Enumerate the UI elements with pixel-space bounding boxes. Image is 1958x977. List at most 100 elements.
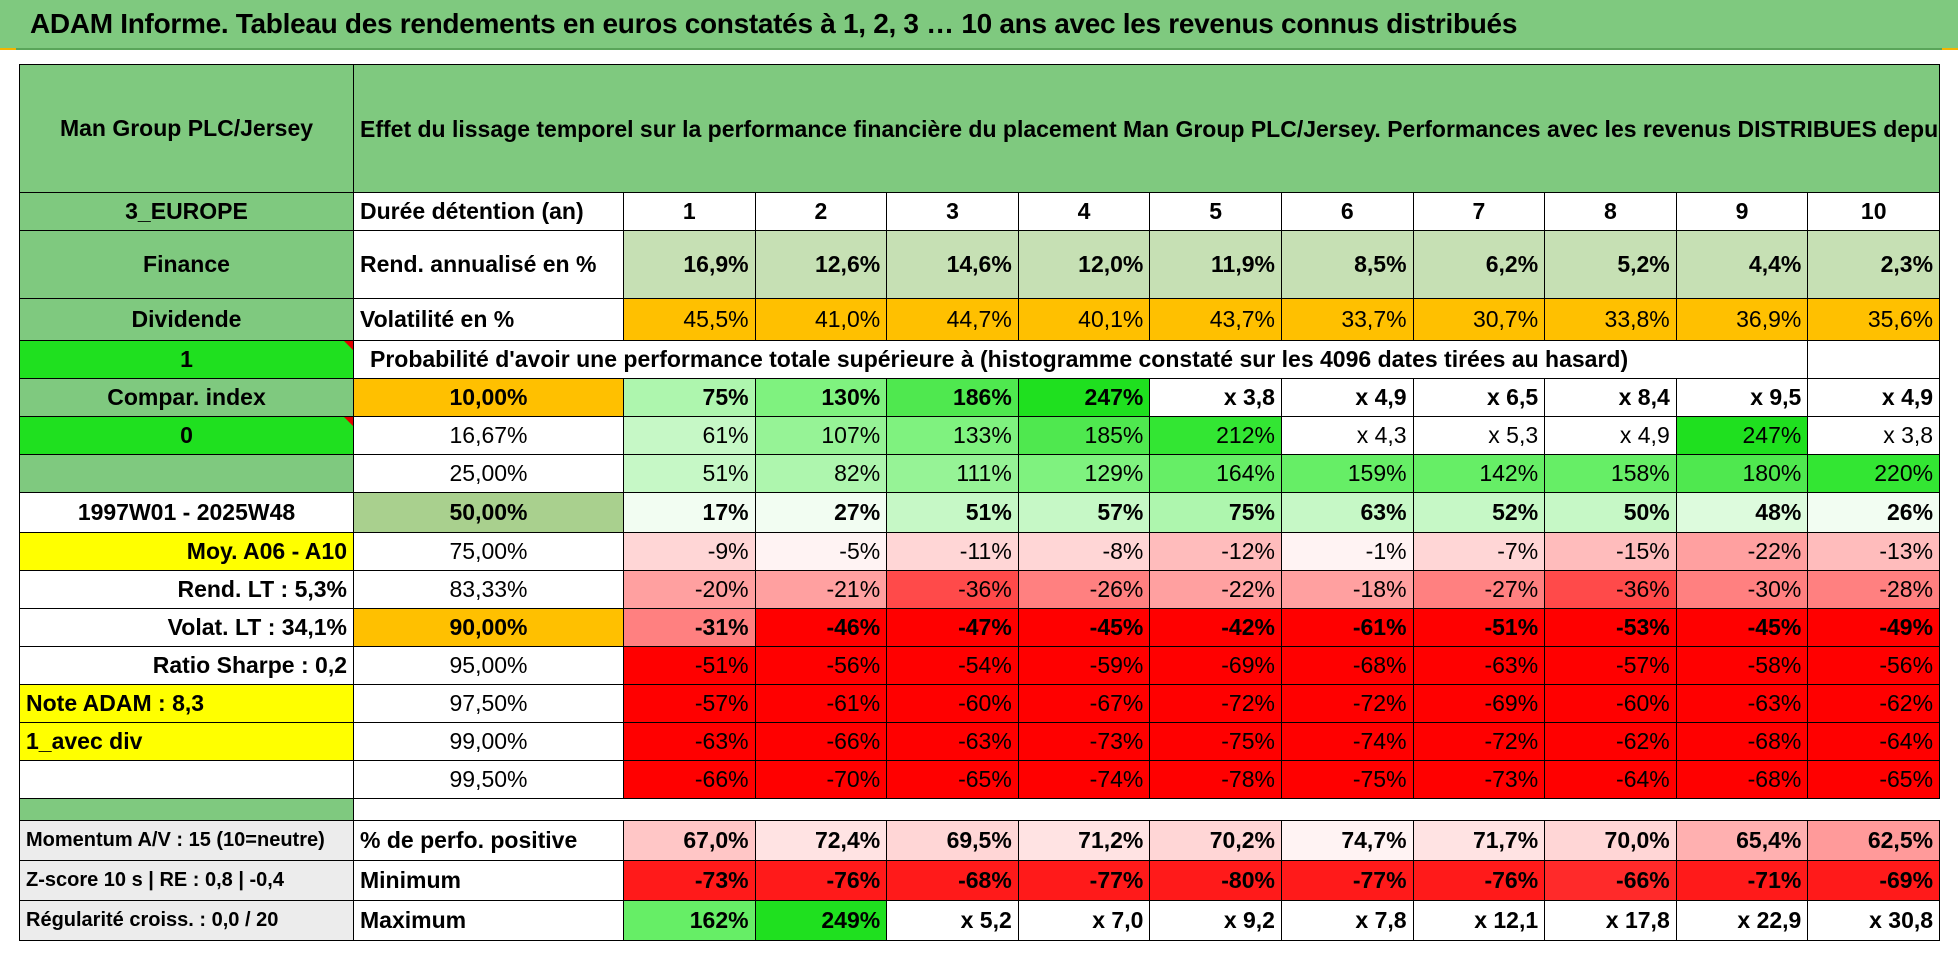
minimum-value: -80% <box>1149 860 1282 901</box>
quantile-value: 75% <box>623 378 756 417</box>
maximum-label: Maximum <box>353 900 624 941</box>
quantile-value: 158% <box>1544 454 1677 493</box>
maximum-value: x 17,8 <box>1544 900 1677 941</box>
quantile-value: 159% <box>1280 454 1414 493</box>
volat-label: Volatilité en % <box>353 298 624 341</box>
quantile-value: 133% <box>886 416 1019 455</box>
quantile-pct: 75,00% <box>353 532 624 571</box>
rend-value-2: 12,6% <box>754 230 888 299</box>
maximum-value: x 22,9 <box>1675 900 1809 941</box>
volat-value-4: 40,1% <box>1017 298 1151 341</box>
positive-label: % de perfo. positive <box>353 820 624 861</box>
positive-value: 65,4% <box>1675 820 1809 861</box>
sector-label: Finance <box>19 230 354 299</box>
quantile-value: x 4,3 <box>1280 416 1414 455</box>
quantile-value: x 4,9 <box>1807 378 1941 417</box>
quantile-row: Moy. A06 - A10 75,00% -9% -5% -11% -8% -12% -1%… <box>19 532 1941 571</box>
quantile-value: -68% <box>1280 646 1414 685</box>
quantile-value: -68% <box>1675 722 1809 761</box>
quantile-value: -73% <box>1017 722 1151 761</box>
region-label: 3_EUROPE <box>19 192 354 231</box>
year-header-8: 8 <box>1544 192 1677 231</box>
moy-label: Moy. A06 - A10 <box>19 532 354 571</box>
quantile-pct: 99,50% <box>353 760 624 799</box>
positive-value: 70,0% <box>1544 820 1677 861</box>
positive-value: 71,2% <box>1017 820 1151 861</box>
separator-row <box>19 798 1940 821</box>
rend-label: Rend. annualisé en % <box>353 230 624 299</box>
quantile-value: -11% <box>886 532 1019 571</box>
quantile-value: -51% <box>1412 608 1546 647</box>
rend-value-1: 16,9% <box>623 230 756 299</box>
volat-value-8: 33,8% <box>1544 298 1677 341</box>
positive-side-label: Momentum A/V : 15 (10=neutre) <box>19 820 354 861</box>
volat-value-10: 35,6% <box>1807 298 1941 341</box>
minimum-value: -68% <box>886 860 1019 901</box>
quantile-value: 220% <box>1807 454 1941 493</box>
quantile-value: -63% <box>886 722 1019 761</box>
rend-value-4: 12,0% <box>1017 230 1151 299</box>
quantile-value: -27% <box>1412 570 1546 609</box>
volat-value-1: 45,5% <box>623 298 756 341</box>
quantile-row: 1_avec div 99,00% -63% -66% -63% -73% -75% -74%… <box>19 722 1941 761</box>
rend-value-7: 6,2% <box>1412 230 1546 299</box>
quantile-value: -67% <box>1017 684 1151 723</box>
fund-name: Man Group PLC/Jersey <box>19 64 354 193</box>
quantile-value: 75% <box>1149 492 1282 533</box>
quantile-value: -20% <box>623 570 756 609</box>
period-label: 1997W01 - 2025W48 <box>19 492 354 533</box>
volat-value-5: 43,7% <box>1149 298 1282 341</box>
quantile-value: -61% <box>1280 608 1414 647</box>
quantile-value: -30% <box>1675 570 1809 609</box>
quantile-value: -72% <box>1149 684 1282 723</box>
quantile-value: -72% <box>1280 684 1414 723</box>
quantile-value: -70% <box>754 760 888 799</box>
quantile-value: -18% <box>1280 570 1414 609</box>
quantile-value: x 4,9 <box>1280 378 1414 417</box>
quantile-row: 0 16,67% 61% 107% 133% 185% 212% x 4,3 x 5,3 x 4,… <box>19 416 1941 455</box>
minimum-side-label: Z-score 10 s | RE : 0,8 | -0,4 <box>19 860 354 901</box>
separator-blank <box>352 798 1940 821</box>
quantile-value: -56% <box>754 646 888 685</box>
duree-label: Durée détention (an) <box>353 192 624 231</box>
positive-row: Momentum A/V : 15 (10=neutre)% de perfo.… <box>19 820 1941 861</box>
quantile-value: -63% <box>1675 684 1809 723</box>
quantile-value: x 9,5 <box>1675 378 1809 417</box>
positive-value: 74,7% <box>1280 820 1414 861</box>
quantile-value: -22% <box>1675 532 1809 571</box>
positive-value: 67,0% <box>623 820 756 861</box>
quantile-value: -45% <box>1675 608 1809 647</box>
quantile-value: -47% <box>886 608 1019 647</box>
quantile-row: Volat. LT : 34,1% 90,00% -31% -46% -47% -45% -… <box>19 608 1941 647</box>
quantile-pct: 97,50% <box>353 684 624 723</box>
quantile-value: -7% <box>1412 532 1546 571</box>
quantile-value: -12% <box>1149 532 1282 571</box>
quantile-pct: 90,00% <box>353 608 624 647</box>
volat-value-2: 41,0% <box>754 298 888 341</box>
year-header-7: 7 <box>1412 192 1546 231</box>
quantile-value: -28% <box>1807 570 1941 609</box>
rend-value-5: 11,9% <box>1149 230 1282 299</box>
quantile-row: 1997W01 - 2025W48 50,00% 17% 27% 51% 57% 75% 63… <box>19 492 1941 533</box>
quantile-pct: 83,33% <box>353 570 624 609</box>
flag-value[interactable]: 1 <box>19 340 354 379</box>
quantile-value: -9% <box>623 532 756 571</box>
quantile-pct: 50,00% <box>353 492 624 533</box>
rend-lt-label: Rend. LT : 5,3% <box>19 570 354 609</box>
quantile-value: -74% <box>1280 722 1414 761</box>
quantile-value: 52% <box>1412 492 1546 533</box>
quantile-value: -22% <box>1149 570 1282 609</box>
minimum-value: -77% <box>1017 860 1151 901</box>
index-value[interactable]: 0 <box>19 416 354 455</box>
quantile-value: -63% <box>1412 646 1546 685</box>
compar-index-label: Compar. index <box>19 378 354 417</box>
year-header-10: 10 <box>1807 192 1941 231</box>
year-header-5: 5 <box>1149 192 1282 231</box>
quantile-value: -60% <box>1544 684 1677 723</box>
quantile-value: 180% <box>1675 454 1809 493</box>
quantile-value: 130% <box>754 378 888 417</box>
quantile-value: -75% <box>1149 722 1282 761</box>
quantile-value: 164% <box>1149 454 1282 493</box>
maximum-value: x 5,2 <box>886 900 1019 941</box>
quantile-value: 247% <box>1675 416 1809 455</box>
